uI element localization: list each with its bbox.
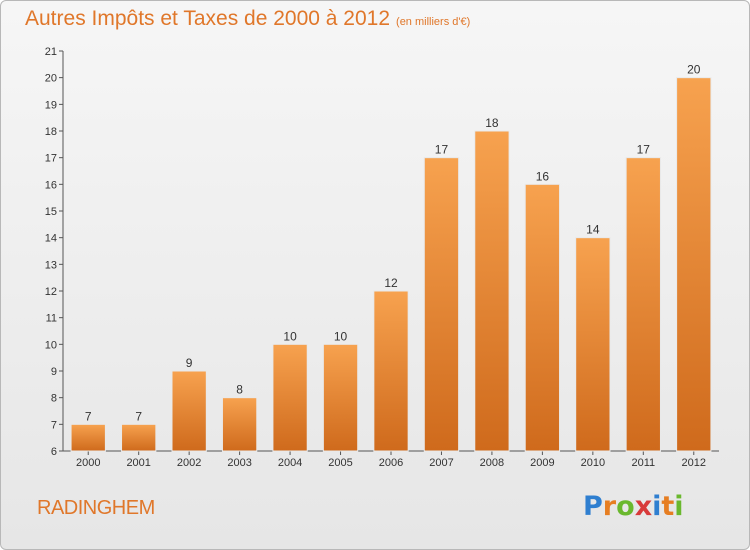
y-axis: 6 7 8 9 10 11 12 13 14 15 16 17 18 19 20 21 <box>45 46 64 458</box>
x-tick-label: 2007 <box>429 457 453 469</box>
logo-letter: i <box>674 491 684 522</box>
logo-letter: x <box>634 491 653 522</box>
logo-letter: P <box>583 491 603 522</box>
x-tick-label: 2006 <box>379 457 403 469</box>
y-tick-label: 19 <box>45 99 57 111</box>
x-tick-label: 2004 <box>278 457 302 469</box>
y-tick-label: 18 <box>45 126 57 138</box>
y-tick-label: 13 <box>45 259 57 271</box>
bar <box>575 237 611 452</box>
x-tick-label: 2003 <box>227 457 251 469</box>
bar <box>171 370 207 452</box>
y-tick-label: 16 <box>45 179 57 191</box>
x-axis: 2000 2001 2002 2003 2004 2005 2006 2007 2008 2009… <box>63 450 719 469</box>
x-tick-label: 2000 <box>76 457 100 469</box>
chart-title-text: Autres Impôts et Taxes de 2000 à 2012 <box>25 7 391 30</box>
y-tick-label: 10 <box>45 339 57 351</box>
bar <box>221 397 258 452</box>
bar-value-label: 10 <box>283 329 297 343</box>
logo-letter: o <box>616 491 635 522</box>
bar <box>423 157 460 452</box>
y-tick-label: 17 <box>45 153 57 165</box>
proxiti-logo: Proxiti <box>583 491 684 522</box>
y-tick-label: 6 <box>51 446 57 458</box>
bar <box>373 290 409 452</box>
chart-unit: (en milliers d'€) <box>396 16 471 28</box>
bar-value-label: 7 <box>135 409 142 423</box>
logo-letter: r <box>602 491 617 522</box>
bar <box>70 423 106 452</box>
bar-value-label: 17 <box>637 143 651 157</box>
y-tick-label: 15 <box>45 206 57 218</box>
y-tick-label: 8 <box>51 393 57 405</box>
bar <box>121 423 157 452</box>
x-tick-label: 2011 <box>631 457 655 469</box>
y-tick-label: 20 <box>45 73 57 85</box>
y-tick-label: 7 <box>51 419 57 431</box>
commune-name: RADINGHEM <box>37 497 155 519</box>
bar <box>625 157 661 452</box>
bar <box>524 183 561 452</box>
bar-value-label: 9 <box>186 356 193 370</box>
bar <box>272 343 308 452</box>
y-tick-label: 9 <box>51 366 57 378</box>
bar-value-label: 7 <box>85 409 92 423</box>
bar-value-label: 12 <box>384 276 398 290</box>
y-tick-label: 11 <box>46 313 57 325</box>
logo-letter: i <box>652 491 662 522</box>
bar <box>322 343 359 452</box>
chart-title: Autres Impôts et Taxes de 2000 à 2012 (en… <box>25 7 470 31</box>
x-tick-label: 2008 <box>480 457 504 469</box>
y-tick-label: 21 <box>45 46 57 58</box>
bar-value-label: 10 <box>334 329 348 343</box>
bars <box>70 77 712 452</box>
x-tick-label: 2002 <box>177 457 201 469</box>
bar <box>676 77 712 452</box>
x-tick-label: 2001 <box>126 457 150 469</box>
data-labels: 7 7 9 8 10 10 12 17 18 16 14 17 20 <box>85 63 701 424</box>
bar-value-label: 18 <box>485 116 499 130</box>
x-tick-label: 2010 <box>581 457 605 469</box>
bar <box>474 130 510 452</box>
bar-value-label: 20 <box>687 63 701 77</box>
x-tick-label: 2012 <box>682 457 706 469</box>
logo-letter: t <box>661 491 675 522</box>
x-tick-label: 2005 <box>328 457 352 469</box>
bar-value-label: 8 <box>236 383 243 397</box>
bar-value-label: 17 <box>435 143 449 157</box>
bar-value-label: 16 <box>536 169 550 183</box>
bar-value-label: 14 <box>586 223 600 237</box>
y-tick-label: 12 <box>45 286 57 298</box>
y-tick-label: 14 <box>45 233 57 245</box>
x-tick-label: 2009 <box>530 457 554 469</box>
